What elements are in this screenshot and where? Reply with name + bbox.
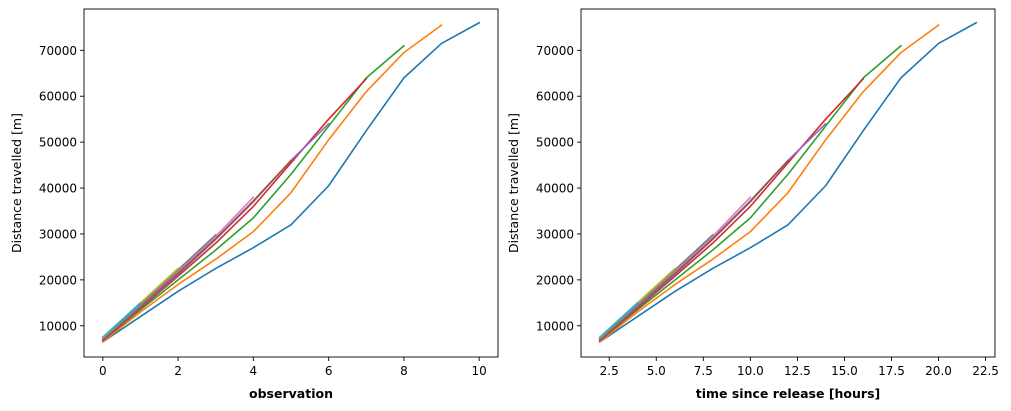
series-layer bbox=[598, 21, 978, 343]
x-axis-label: time since release [hours] bbox=[696, 386, 881, 401]
series-line-6 bbox=[598, 159, 790, 341]
y-tick-label: 40000 bbox=[39, 182, 77, 196]
series-line-4 bbox=[101, 77, 368, 342]
y-tick-label: 30000 bbox=[39, 227, 77, 241]
x-tick-label: 12.5 bbox=[784, 364, 811, 378]
series-line-3 bbox=[101, 44, 406, 342]
series-line-4 bbox=[598, 77, 865, 342]
plot-frame bbox=[580, 8, 996, 358]
plot-frame bbox=[83, 8, 499, 358]
x-axis-label: observation bbox=[249, 386, 333, 401]
subplot-observation: 0 2 4 6 8 10 10000 20000 30000 40000 50000 60000 700… bbox=[9, 8, 499, 401]
series-line-10 bbox=[101, 301, 142, 339]
x-tick-label: 5.0 bbox=[647, 364, 666, 378]
series-line-2 bbox=[598, 23, 940, 343]
series-line-8 bbox=[101, 233, 217, 340]
ticks-layer: 0 2 4 6 8 10 10000 20000 30000 40000 50000 60000 700… bbox=[39, 44, 487, 378]
y-tick-label: 20000 bbox=[39, 273, 77, 287]
x-tick-label: 17.5 bbox=[878, 364, 905, 378]
y-tick-label: 30000 bbox=[536, 227, 574, 241]
x-tick-label: 22.5 bbox=[972, 364, 999, 378]
y-tick-label: 50000 bbox=[536, 136, 574, 150]
y-tick-label: 50000 bbox=[39, 136, 77, 150]
y-axis-label: Distance travelled [m] bbox=[9, 113, 24, 253]
x-tick-label: 2 bbox=[174, 364, 182, 378]
y-tick-label: 10000 bbox=[536, 319, 574, 333]
x-tick-label: 0 bbox=[99, 364, 107, 378]
x-tick-label: 2.5 bbox=[600, 364, 619, 378]
y-tick-label: 70000 bbox=[39, 44, 77, 58]
series-line-8 bbox=[598, 233, 714, 340]
y-axis-label: Distance travelled [m] bbox=[506, 113, 521, 253]
series-line-1 bbox=[598, 21, 978, 343]
y-tick-label: 70000 bbox=[536, 44, 574, 58]
x-tick-label: 7.5 bbox=[694, 364, 713, 378]
y-tick-label: 10000 bbox=[39, 319, 77, 333]
x-tick-label: 8 bbox=[400, 364, 408, 378]
x-tick-label: 6 bbox=[325, 364, 333, 378]
x-tick-label: 15.0 bbox=[831, 364, 858, 378]
x-tick-label: 20.0 bbox=[925, 364, 952, 378]
series-line-2 bbox=[101, 23, 443, 343]
subplot-time-since-release: 2.5 5.0 7.5 10.0 12.5 15.0 17.5 20.0 22.5 10000 20… bbox=[506, 8, 999, 401]
series-line-10 bbox=[598, 301, 639, 339]
series-layer bbox=[101, 21, 481, 343]
y-tick-label: 40000 bbox=[536, 182, 574, 196]
x-tick-label: 10.0 bbox=[737, 364, 764, 378]
ticks-layer: 2.5 5.0 7.5 10.0 12.5 15.0 17.5 20.0 22.5 10000 20… bbox=[536, 44, 999, 378]
series-line-6 bbox=[101, 159, 293, 341]
y-tick-label: 60000 bbox=[39, 90, 77, 104]
series-line-3 bbox=[598, 44, 903, 342]
series-line-1 bbox=[101, 21, 481, 343]
x-tick-label: 10 bbox=[472, 364, 487, 378]
y-tick-label: 20000 bbox=[536, 273, 574, 287]
x-tick-label: 4 bbox=[250, 364, 258, 378]
y-tick-label: 60000 bbox=[536, 90, 574, 104]
